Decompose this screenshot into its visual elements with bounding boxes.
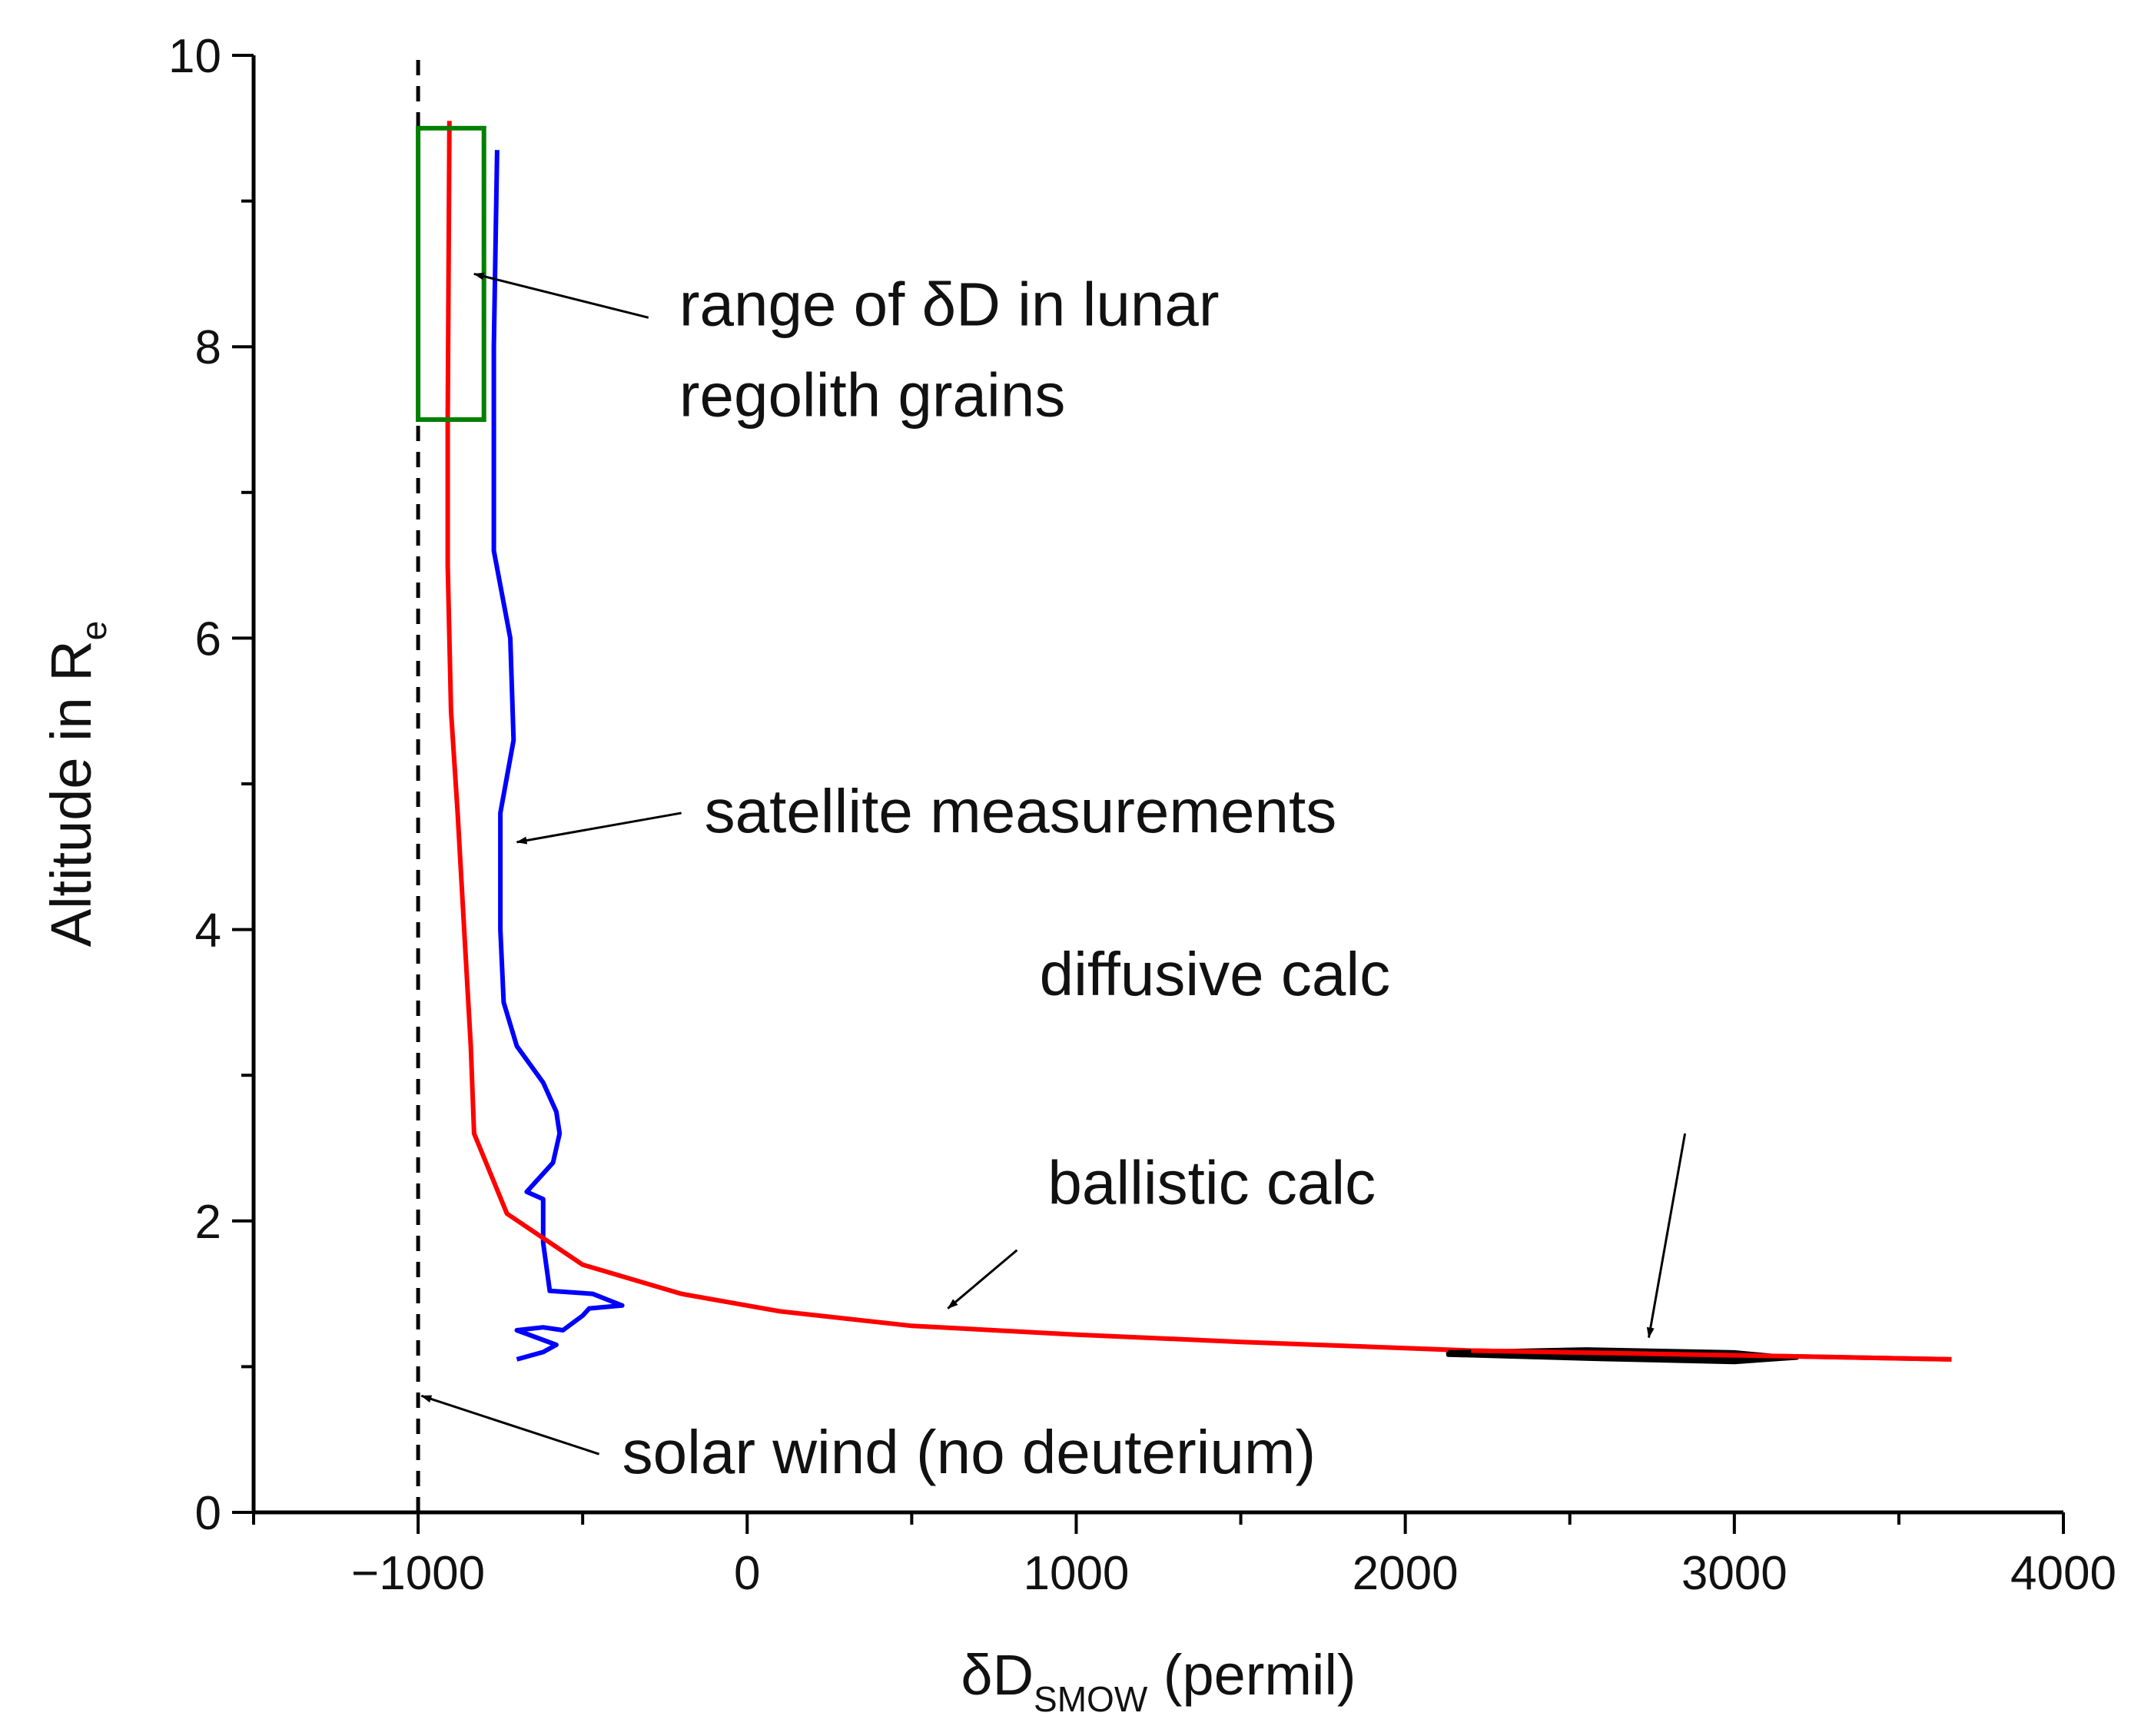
annotation-solarwind-line-0: solar wind (no deuterium) [622, 1418, 1316, 1486]
y-tick-label: 8 [195, 321, 221, 374]
x-tick-label: 0 [734, 1547, 760, 1600]
annotation-satellite-line-0: satellite measurements [705, 777, 1337, 845]
x-tick-label: 3000 [1681, 1547, 1788, 1600]
plot-area [416, 55, 1952, 1512]
y-tick-label: 0 [195, 1487, 221, 1540]
x-tick-label: 2000 [1353, 1547, 1459, 1600]
annotations: range of δD in lunar regolith grains satel… [420, 270, 1687, 1486]
axes: −1000 0 1000 2000 3000 4000 0 2 4 6 8 10 δDSMOW (per… [39, 30, 2116, 1719]
annotation-regolith-line-0: range of δD in lunar [679, 270, 1220, 338]
arrow-ballistic [947, 1249, 1018, 1309]
y-tick-label: 2 [195, 1196, 221, 1249]
annotation-diffusive-line-0: diffusive calc [1040, 940, 1391, 1008]
y-tick-label: 4 [195, 905, 221, 958]
arrow-solarwind [420, 1394, 600, 1456]
x-tick-label: −1000 [351, 1547, 485, 1600]
y-tick-label: 6 [195, 612, 221, 666]
series-ballistic-overlay [1471, 1348, 1952, 1362]
annotation-regolith-line-1: regolith grains [679, 360, 1065, 429]
arrow-diffusive [1646, 1133, 1687, 1339]
x-axis-title: δDSMOW (permil) [961, 1643, 1356, 1719]
x-tick-label: 1000 [1023, 1547, 1129, 1600]
series-0 [491, 150, 625, 1362]
arrow-regolith [473, 272, 649, 319]
y-axis-title: Altitude in Re [39, 621, 114, 948]
y-tick-label: 10 [168, 30, 221, 83]
annotation-ballistic-line-0: ballistic calc [1047, 1149, 1376, 1217]
arrow-satellite [516, 812, 682, 845]
x-tick-label: 4000 [2010, 1547, 2116, 1600]
